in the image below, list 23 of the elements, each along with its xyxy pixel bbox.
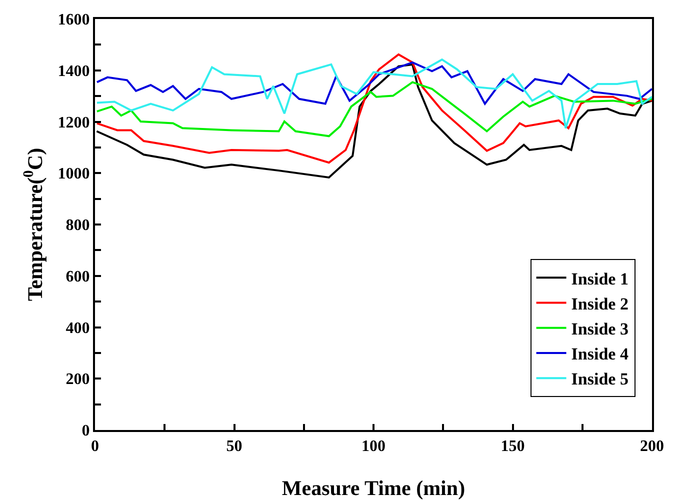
y-tick-label: 400: [66, 320, 90, 337]
x-tick-label: 150: [500, 438, 525, 456]
legend-label: Inside 1: [571, 269, 628, 288]
x-axis-title: Measure Time (min): [282, 476, 466, 500]
legend-label: Inside 4: [571, 344, 629, 364]
line-series: [96, 58, 652, 130]
line-series: [96, 81, 652, 138]
legend-label: Inside 5: [571, 370, 628, 389]
y-tick-label: 800: [66, 217, 90, 234]
y-tick-label: 0: [82, 422, 90, 440]
y-tick-label: 1400: [58, 62, 90, 80]
legend-label: Inside 2: [571, 294, 628, 314]
y-tick-label: 1200: [58, 114, 90, 132]
y-tick-label: 200: [66, 371, 90, 388]
y-tick-label: 600: [66, 268, 90, 286]
legend-label: Inside 3: [571, 320, 628, 338]
line-series: [96, 53, 652, 164]
y-tick-label: 1000: [58, 166, 90, 183]
x-tick-label: 100: [362, 438, 386, 456]
y-tick-label: 1600: [58, 12, 90, 29]
line-series: [96, 61, 652, 105]
x-tick-label: 50: [226, 438, 242, 456]
x-tick-label: 200: [640, 438, 664, 456]
